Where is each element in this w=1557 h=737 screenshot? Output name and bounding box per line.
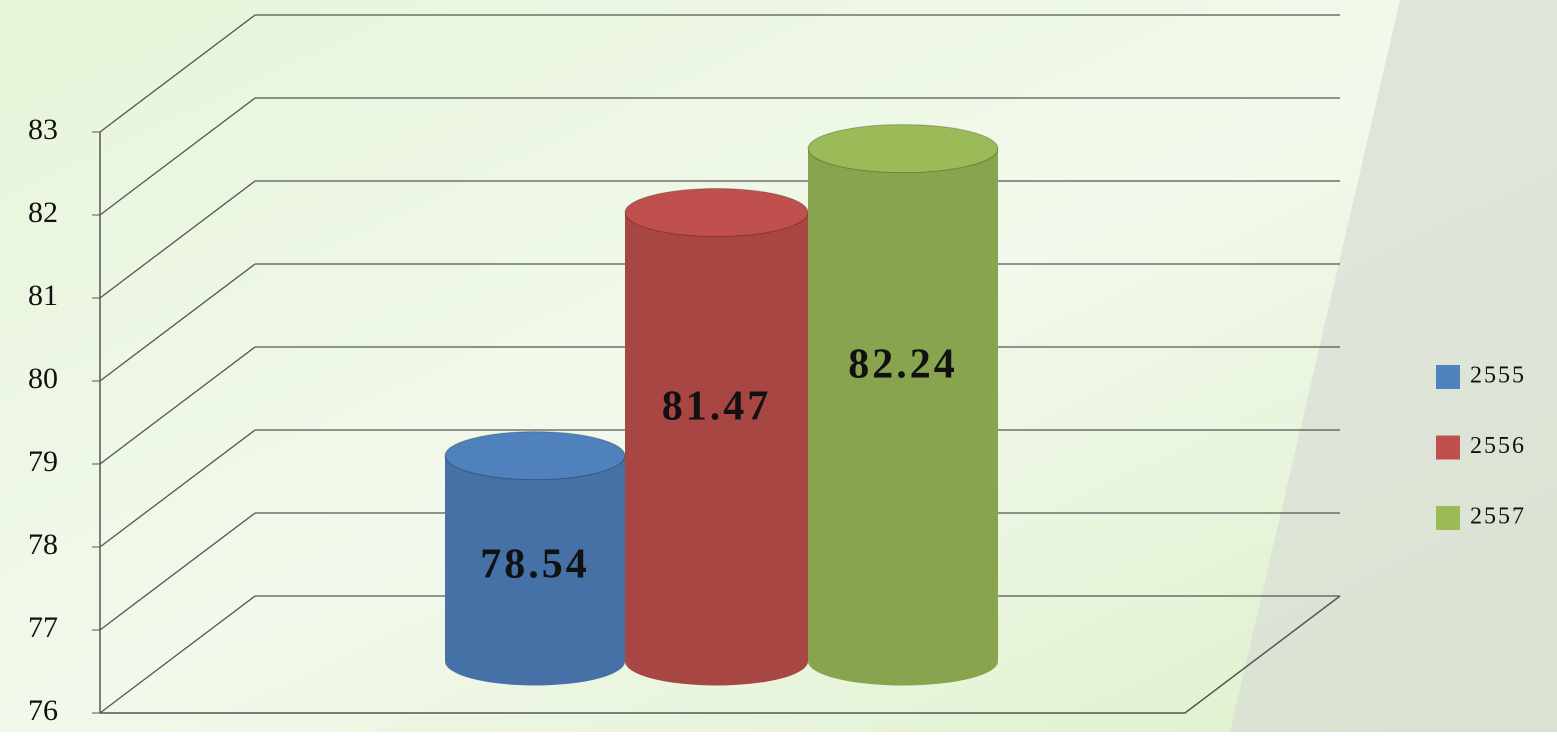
y-tick-label: 79 — [28, 445, 58, 478]
y-tick-label: 76 — [28, 694, 58, 727]
cylinder-shade — [808, 149, 998, 686]
legend-swatch — [1436, 436, 1460, 460]
y-tick-label: 78 — [28, 528, 58, 561]
data-label: 81.47 — [662, 383, 772, 429]
legend-label: 2556 — [1470, 433, 1526, 459]
legend-swatch — [1436, 506, 1460, 530]
y-tick-label: 82 — [28, 196, 58, 229]
y-tick-label: 81 — [28, 279, 58, 312]
cylinder-shade — [625, 212, 808, 685]
y-tick-label: 77 — [28, 611, 58, 644]
legend-label: 2555 — [1470, 363, 1526, 389]
y-tick-label: 83 — [28, 113, 58, 146]
chart: 76 77 78 79 80 81 82 83 78.54 81.47 82.24 2555 2556 2… — [0, 0, 1557, 732]
legend-label: 2557 — [1470, 504, 1526, 530]
y-tick-label: 80 — [28, 362, 58, 395]
cylinder-top — [808, 125, 998, 173]
legend-swatch — [1436, 365, 1460, 389]
cylinder-top — [625, 188, 808, 236]
data-label: 78.54 — [480, 541, 590, 587]
cylinder-top — [445, 432, 625, 480]
data-label: 82.24 — [848, 342, 958, 388]
